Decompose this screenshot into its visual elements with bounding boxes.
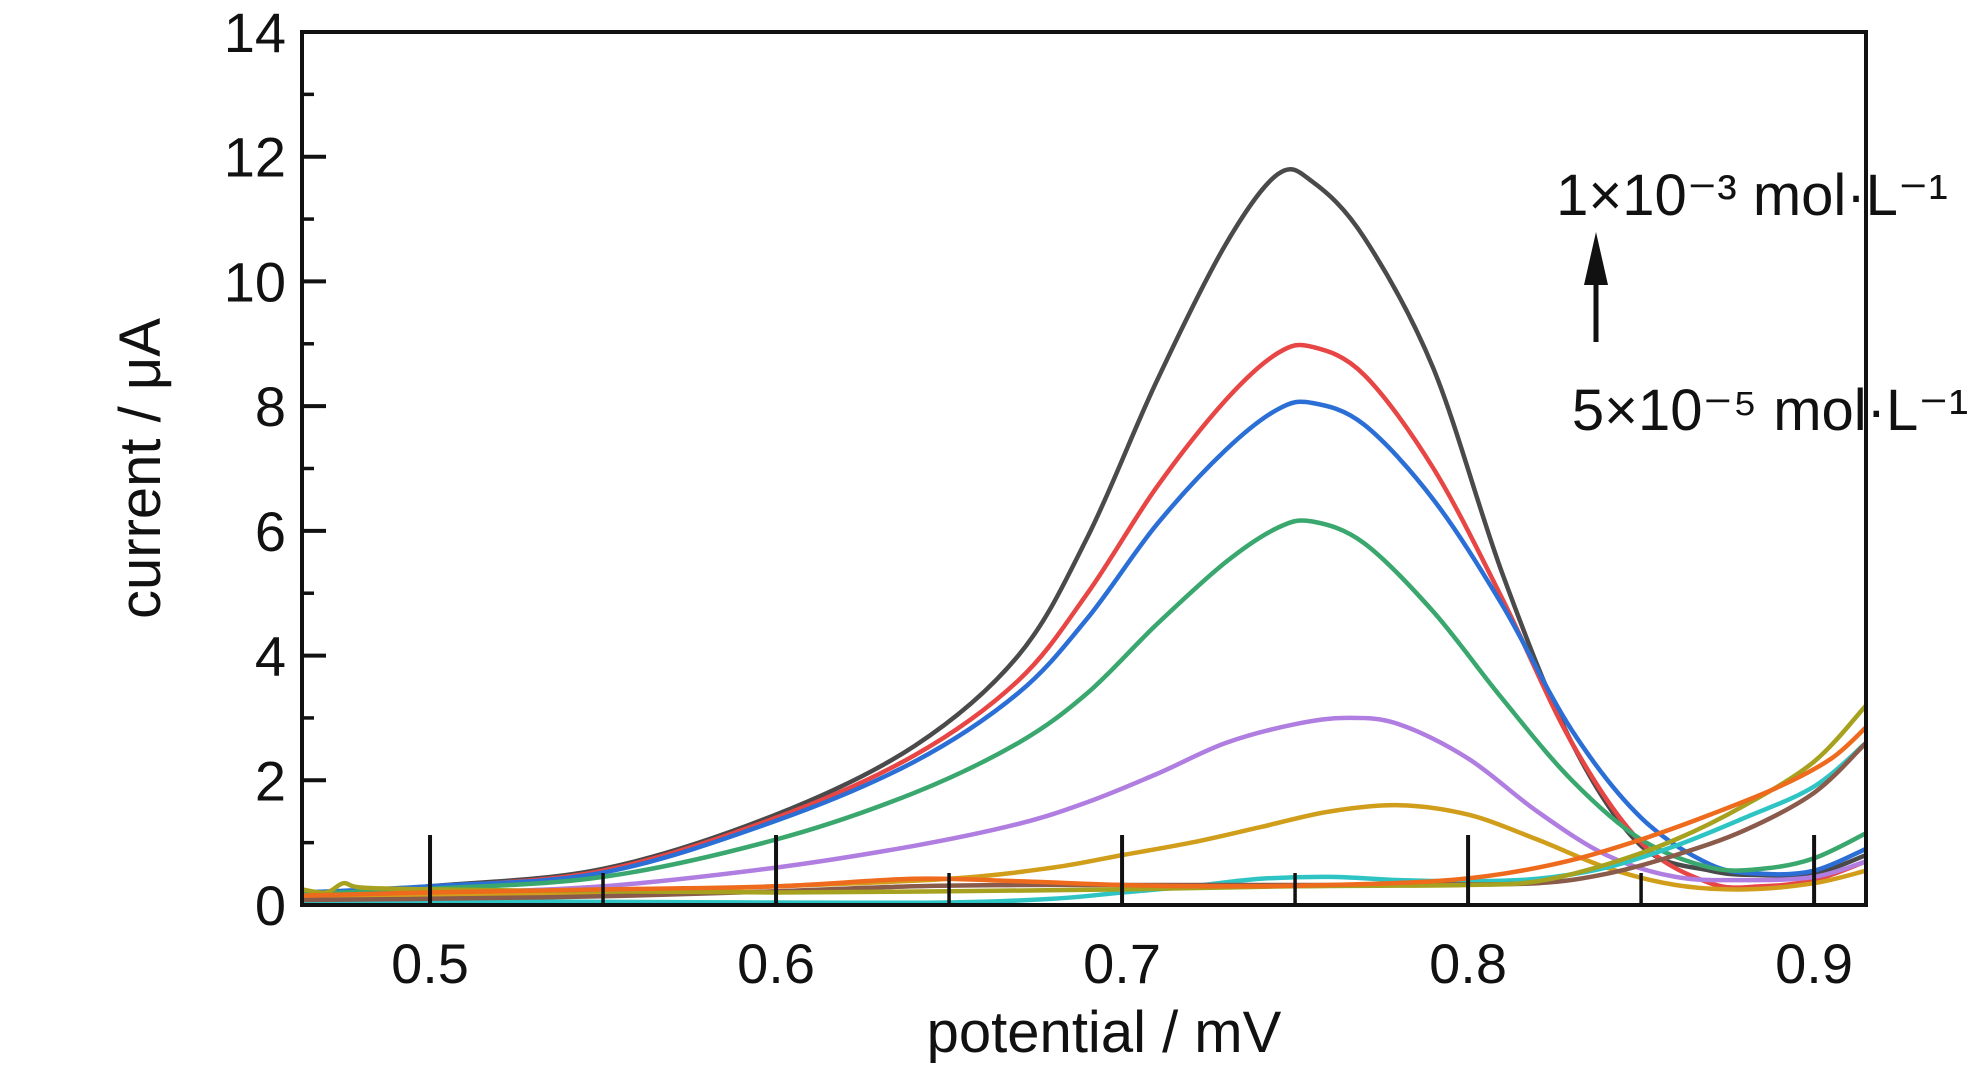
y-tick-label: 2 [255,749,286,812]
x-tick-label: 0.7 [1083,932,1161,995]
series-line-3 [302,399,1866,895]
concentration-arrow-head [1584,232,1608,285]
annotation-max-concentration: 1×10⁻³ mol·L⁻¹ [1556,163,1948,228]
series-line-10 [302,725,1866,898]
x-tick-label: 0.5 [391,932,469,995]
series-line-1 [302,166,1866,898]
x-tick-label: 0.6 [737,932,815,995]
series-line-9 [302,703,1866,895]
x-tick-label: 0.9 [1775,932,1853,995]
y-tick-label: 14 [224,1,286,64]
y-axis-title: current / μA [108,318,173,619]
y-tick-label: 12 [224,126,286,189]
annotation-layer: 1×10⁻³ mol·L⁻¹ 5×10⁻⁵ mol·L⁻¹ [1556,163,1968,443]
y-tick-label: 4 [255,625,286,688]
y-tick-label: 0 [255,874,286,937]
y-tick-label: 10 [224,250,286,313]
series-line-5 [302,715,1866,900]
x-tick-label: 0.8 [1429,932,1507,995]
x-axis-title: potential / mV [927,1000,1282,1063]
series-line-2 [302,342,1866,900]
series-layer [302,166,1866,905]
series-line-4 [302,518,1866,897]
y-tick-label: 6 [255,500,286,563]
annotation-min-concentration: 5×10⁻⁵ mol·L⁻¹ [1572,378,1968,443]
axes-layer: 0 2 4 6 8 10 12 14 0.5 0.6 0.7 0.8 0.9 potential / mV… [108,1,1868,1065]
series-line-7 [302,740,1866,905]
y-tick-label: 8 [255,375,286,438]
